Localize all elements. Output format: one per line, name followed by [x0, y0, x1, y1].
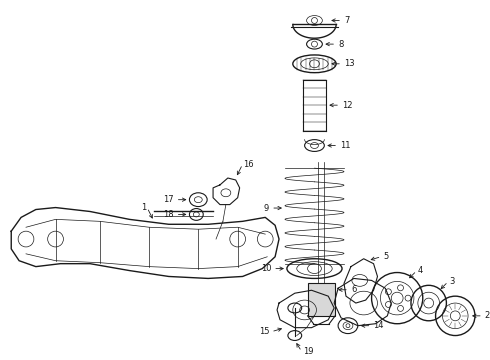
Text: 2: 2: [485, 311, 490, 320]
Text: 5: 5: [383, 252, 389, 261]
Text: 16: 16: [244, 160, 254, 169]
Text: 9: 9: [264, 203, 269, 212]
Text: 12: 12: [342, 101, 352, 110]
Text: 19: 19: [303, 347, 313, 356]
FancyBboxPatch shape: [308, 283, 335, 316]
Text: 1: 1: [141, 203, 146, 212]
Text: 15: 15: [259, 327, 269, 336]
Text: 13: 13: [344, 59, 355, 68]
Text: 6: 6: [351, 285, 356, 294]
Text: 7: 7: [344, 16, 349, 25]
Text: 11: 11: [340, 141, 350, 150]
Text: 8: 8: [338, 40, 343, 49]
Text: 18: 18: [163, 210, 173, 219]
Text: 4: 4: [418, 266, 423, 275]
Text: 10: 10: [261, 264, 271, 273]
Text: 17: 17: [163, 195, 173, 204]
Text: 14: 14: [373, 321, 384, 330]
Text: 3: 3: [449, 277, 455, 286]
